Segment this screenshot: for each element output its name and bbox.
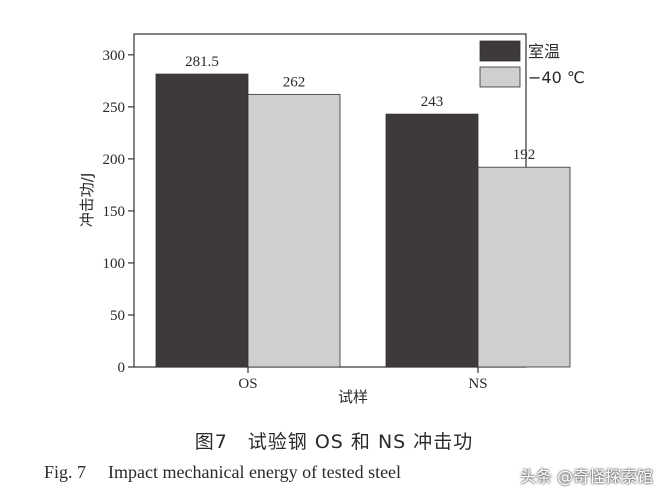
bar-value-label: 243 (421, 94, 444, 110)
legend-swatch (479, 66, 521, 88)
x-tick-label: NS (468, 376, 487, 392)
figure-number: Fig. 7 (44, 462, 87, 482)
bar-ns-0 (385, 113, 479, 368)
y-axis-label: 冲击功/J (78, 173, 96, 227)
legend-label: −40 ℃ (528, 68, 585, 87)
legend-swatch (479, 40, 521, 62)
bar-os-0 (155, 73, 249, 368)
figure-caption-en: Fig. 7 Impact mechanical energy of tested… (44, 462, 401, 483)
bar-os-1 (247, 93, 341, 368)
y-tick-label: 150 (103, 204, 126, 220)
y-tick-label: 300 (103, 48, 126, 64)
y-tick-label: 0 (118, 360, 126, 376)
bars-group: 281.5 262 243 192 (155, 54, 571, 368)
y-tick-label: 250 (103, 100, 126, 116)
y-tick-label: 200 (103, 152, 126, 168)
x-axis: OS NS (238, 367, 488, 392)
bar-value-label: 281.5 (185, 54, 219, 70)
legend-label: 室温 (528, 42, 560, 61)
bar-value-label: 262 (283, 74, 306, 90)
x-axis-label: 试样 (338, 388, 368, 406)
x-tick-label: OS (238, 376, 257, 392)
figure-caption-cn: 图7 试验钢 OS 和 NS 冲击功 (194, 431, 474, 453)
figure-caption-text: Impact mechanical energy of tested steel (108, 462, 402, 482)
y-axis: 0 50 100 150 200 250 300 (103, 48, 134, 376)
bar-value-label: 192 (513, 147, 536, 163)
legend: 室温 −40 ℃ (479, 40, 585, 88)
watermark: 头条 @奇怪探索馆 (520, 467, 654, 486)
y-tick-label: 50 (110, 308, 125, 324)
y-tick-label: 100 (103, 256, 126, 272)
bar-ns-1 (477, 166, 571, 368)
